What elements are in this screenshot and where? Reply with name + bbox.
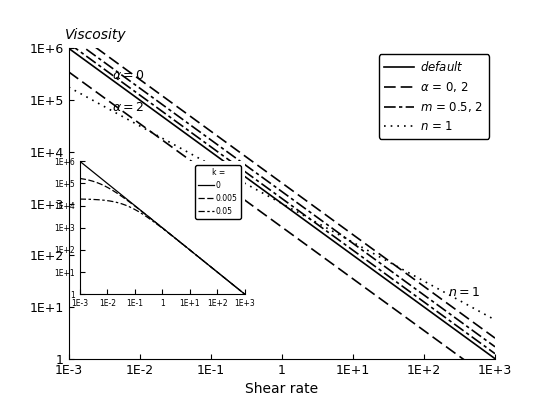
Text: Viscosity: Viscosity — [64, 28, 126, 42]
Text: $\alpha = 2$: $\alpha = 2$ — [112, 100, 144, 114]
Text: $\alpha = 0$: $\alpha = 0$ — [112, 69, 144, 82]
Text: $n = 1$: $n = 1$ — [448, 287, 480, 299]
Legend: $\it{default}$, $\it{\alpha}$ = 0, 2, $\it{m}$ = 0.5, 2, $\it{n}$ = 1: $\it{default}$, $\it{\alpha}$ = 0, 2, $\… — [378, 54, 489, 139]
Legend: 0, 0.005, 0.05: 0, 0.005, 0.05 — [195, 165, 241, 218]
X-axis label: Shear rate: Shear rate — [245, 382, 318, 396]
